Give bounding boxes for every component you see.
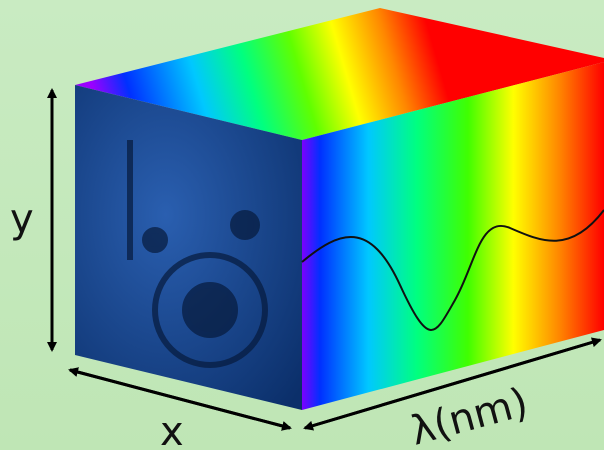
cube-top: [75, 8, 604, 140]
wavelength-arrow: [304, 337, 602, 430]
front-image: [127, 140, 268, 368]
spectrum-curve: [301, 209, 604, 331]
y-label: y: [10, 196, 34, 242]
x-arrow: [69, 368, 292, 431]
x-label: x: [160, 409, 184, 450]
cube-side: [302, 62, 604, 410]
